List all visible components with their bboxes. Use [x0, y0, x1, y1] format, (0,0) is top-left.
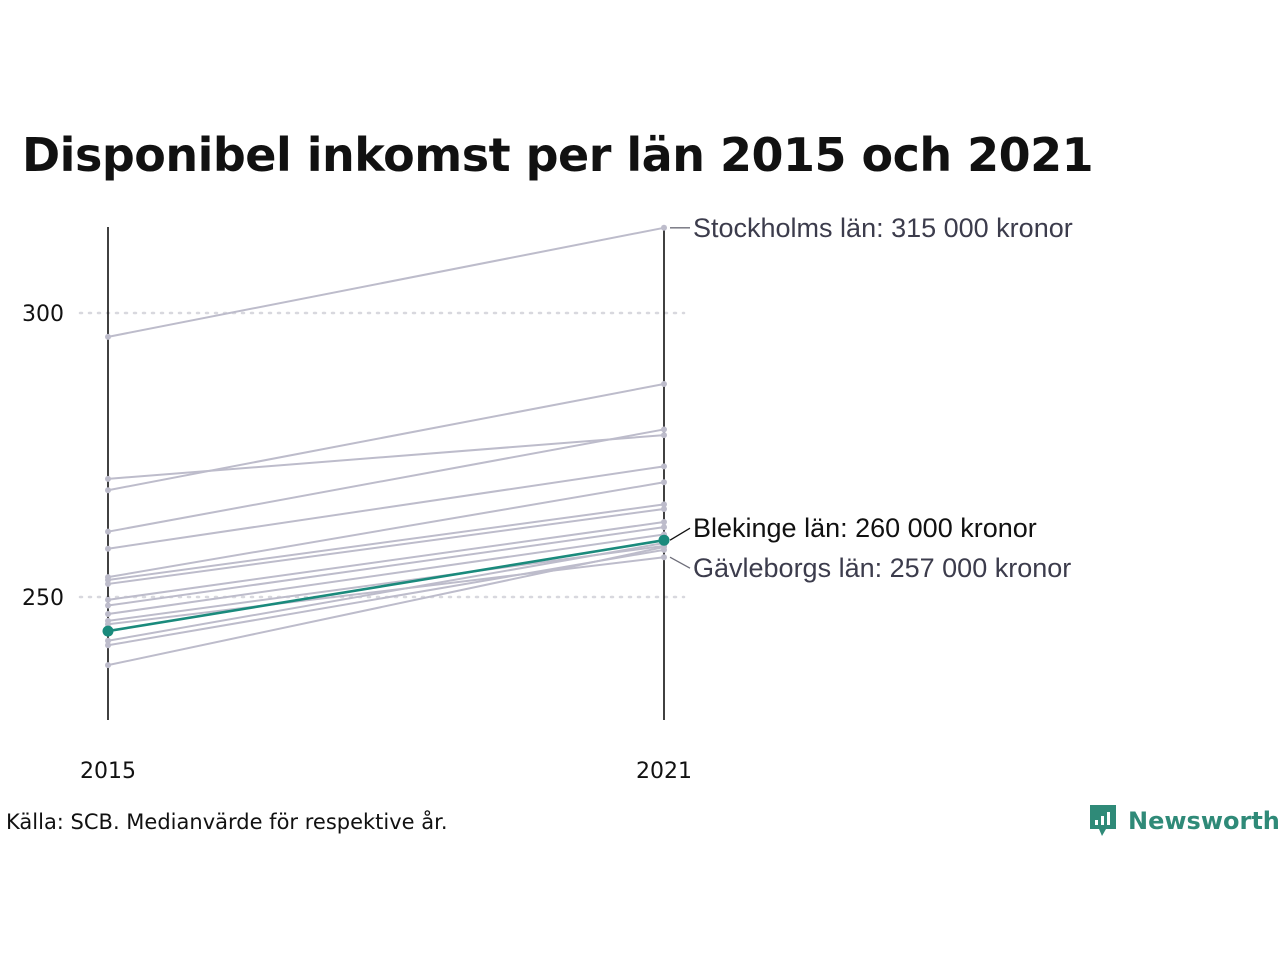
series-layer — [102, 224, 670, 669]
brand-name: Newsworthy — [1128, 807, 1280, 835]
data-point-län-5-2021 — [661, 463, 667, 470]
data-point-län-7-2021 — [661, 501, 667, 508]
data-point-gävleborgs-län-2015 — [105, 621, 111, 628]
series-län-15 — [105, 544, 667, 669]
data-point-län-10-2021 — [661, 524, 667, 531]
data-point-län-11-2015 — [105, 611, 111, 618]
series-label-gävleborgs-län: Gävleborgs län: 257 000 kronor — [693, 553, 1071, 583]
data-point-stockholms-län-2015 — [105, 333, 111, 340]
series-label-blekinge-län: Blekinge län: 260 000 kronor — [693, 513, 1037, 543]
series-län-11 — [105, 531, 667, 618]
data-point-län-15-2021 — [661, 544, 667, 551]
series-län-5 — [105, 463, 667, 552]
series-län-9 — [105, 519, 667, 603]
series-gävleborgs-län — [105, 554, 667, 628]
series-län-4 — [105, 426, 667, 535]
series-line-län-3 — [107, 383, 665, 492]
series-line-gävleborgs-län — [107, 556, 665, 626]
data-point-län-15-2015 — [105, 662, 111, 669]
series-line-län-6 — [107, 481, 665, 579]
chart-title: Disponibel inkomst per län 2015 och 2021 — [22, 128, 1094, 182]
series-län-12 — [105, 542, 667, 624]
data-point-län-6-2021 — [661, 479, 667, 486]
series-line-län-15 — [107, 546, 665, 667]
data-point-län-13-2015 — [105, 637, 111, 644]
data-point-län-3-2021 — [661, 381, 667, 387]
data-point-stockholms-län-2021 — [661, 224, 667, 231]
series-line-län-13 — [107, 542, 665, 642]
series-line-län-4 — [107, 428, 665, 533]
axis-layer: 2015 2021 — [80, 227, 692, 784]
data-point-län-5-2015 — [105, 545, 111, 552]
y-tick-label-300: 300 — [22, 302, 64, 327]
series-label-stockholms-län: Stockholms län: 315 000 kronor — [693, 213, 1073, 243]
data-point-län-3-2015 — [105, 487, 111, 494]
series-line-blekinge-län — [107, 538, 665, 633]
label-leader-blekinge-län — [669, 527, 691, 541]
data-point-län-8-2021 — [661, 505, 667, 512]
data-point-län-9-2021 — [661, 519, 667, 526]
data-point-län-14-2015 — [105, 642, 111, 649]
series-stockholms-län — [105, 224, 667, 340]
series-line-län-11 — [107, 533, 665, 616]
label-leader-gävleborgs-län — [669, 556, 691, 569]
label-layer: Stockholms län: 315 000 kronor Gävleborgs… — [669, 213, 1073, 583]
series-line-län-5 — [107, 465, 665, 550]
brand-logo[interactable]: Newsworthy — [1088, 803, 1280, 839]
series-line-län-7 — [107, 503, 665, 581]
series-län-13 — [105, 540, 667, 644]
data-point-blekinge-län-2015 — [102, 625, 114, 637]
series-line-län-9 — [107, 521, 665, 601]
data-point-gävleborgs-län-2021 — [661, 554, 667, 561]
x-tick-label-2015: 2015 — [80, 759, 136, 784]
y-tick-label-250: 250 — [22, 586, 64, 611]
data-point-län-8-2015 — [105, 580, 111, 587]
data-point-län-4-2015 — [105, 528, 111, 535]
series-line-stockholms-län — [107, 226, 665, 338]
newsworthy-logo-icon — [1090, 805, 1116, 836]
series-line-län-8 — [107, 507, 665, 585]
data-point-blekinge-län-2021 — [658, 534, 670, 546]
series-län-10 — [105, 524, 667, 609]
data-point-län-2-2015 — [105, 475, 111, 482]
grid-layer: 250 300 — [22, 302, 686, 611]
x-tick-label-2021: 2021 — [636, 759, 692, 784]
source-note: Källa: SCB. Medianvärde för respektive å… — [6, 810, 448, 834]
data-point-län-4-2021 — [661, 426, 667, 433]
series-län-8 — [105, 505, 667, 587]
data-point-län-10-2015 — [105, 602, 111, 609]
series-blekinge-län — [102, 534, 670, 637]
series-län-3 — [105, 381, 667, 494]
series-line-län-2 — [107, 434, 665, 480]
series-line-län-10 — [107, 526, 665, 607]
data-point-län-9-2015 — [105, 596, 111, 603]
data-point-län-2-2021 — [661, 432, 667, 439]
series-län-7 — [105, 501, 667, 583]
